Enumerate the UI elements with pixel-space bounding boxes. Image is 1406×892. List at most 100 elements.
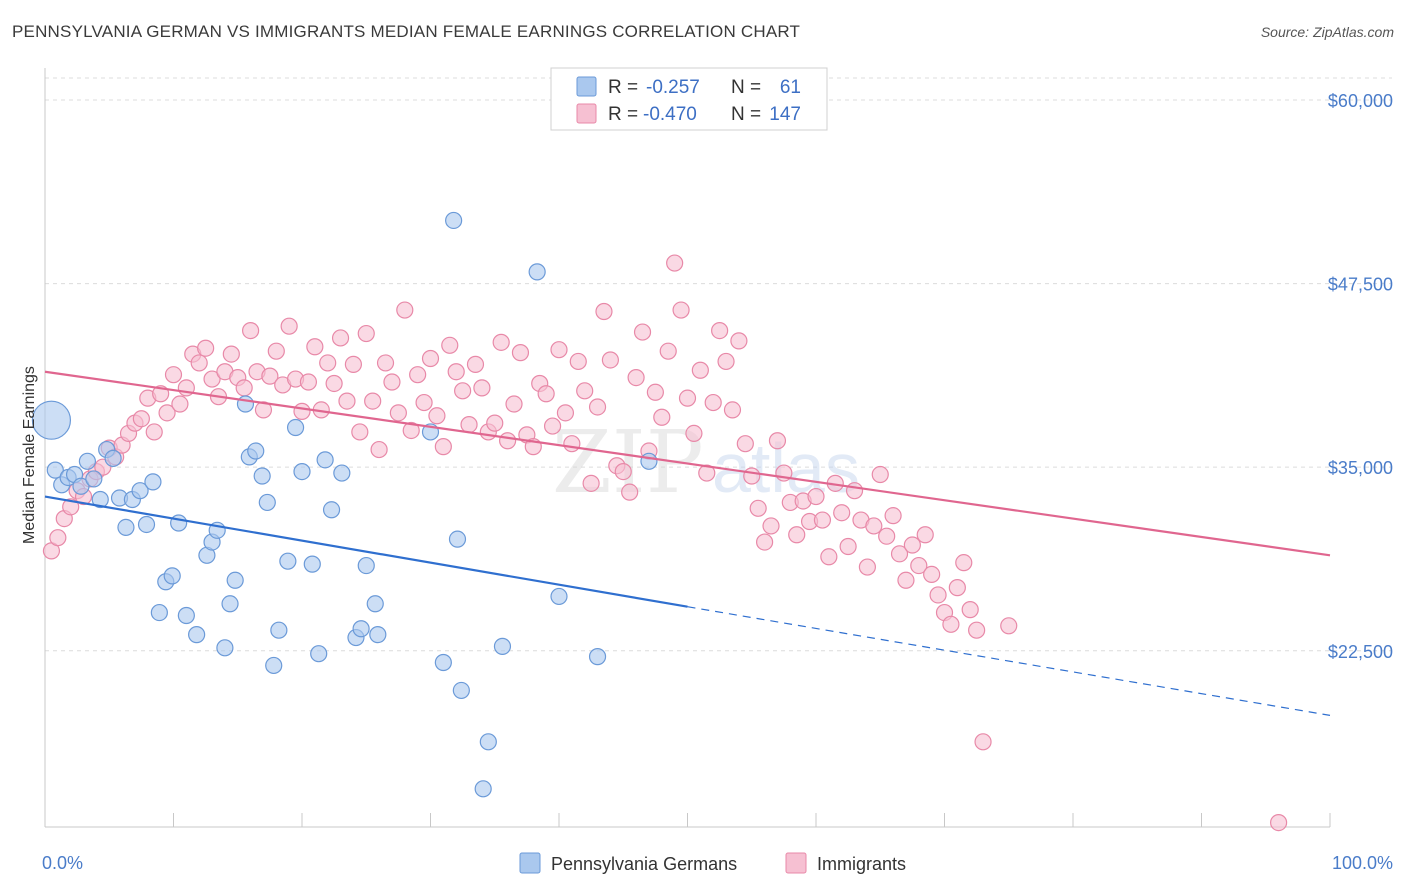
data-point — [698, 464, 716, 482]
data-point — [755, 533, 774, 551]
data-point — [331, 329, 350, 347]
data-point — [511, 344, 530, 362]
data-point — [474, 780, 492, 798]
data-point — [261, 367, 279, 385]
data-point — [820, 548, 838, 566]
data-point — [279, 552, 297, 570]
data-point — [267, 342, 285, 360]
series-immigrants — [42, 254, 1288, 832]
data-point — [493, 637, 512, 655]
data-point — [216, 639, 234, 657]
data-point — [646, 383, 664, 401]
data-point — [177, 606, 195, 625]
data-point — [293, 462, 311, 481]
data-point — [396, 301, 414, 319]
data-point — [376, 354, 395, 372]
data-point — [369, 626, 387, 644]
data-point — [948, 579, 966, 597]
data-point — [222, 345, 240, 363]
chart-title: PENNSYLVANIA GERMAN VS IMMIGRANTS MEDIAN… — [12, 22, 801, 41]
data-point — [528, 263, 546, 281]
data-point — [897, 571, 915, 589]
y-tick-label: $22,500 — [1328, 642, 1393, 662]
data-point — [768, 432, 787, 450]
data-point — [357, 324, 375, 343]
legend-bottom-swatch-blue — [519, 852, 541, 874]
trend-line-pennsylvania-germans — [44, 495, 688, 608]
trend-lines — [44, 370, 1331, 716]
legend-r-label: R = — [608, 104, 638, 125]
data-point — [383, 373, 401, 391]
legend-swatch-pink — [576, 103, 597, 124]
data-point — [550, 587, 568, 606]
data-point — [871, 465, 889, 484]
data-point — [903, 536, 921, 554]
legend-r-label: R = — [608, 77, 638, 98]
x-tick-label: 0.0% — [42, 853, 83, 873]
legend-box — [550, 67, 828, 131]
source-label: Source: — [1260, 24, 1310, 40]
data-point — [569, 352, 587, 371]
data-point — [402, 421, 420, 440]
data-point — [441, 336, 459, 354]
data-point — [691, 361, 709, 379]
data-point — [845, 482, 864, 500]
legend-r-value: -0.257 — [646, 77, 700, 98]
data-point — [961, 601, 979, 619]
data-point — [685, 424, 703, 443]
legend-bottom-label: Pennsylvania Germans — [551, 854, 737, 874]
data-point — [150, 603, 168, 622]
data-point — [370, 440, 388, 459]
legend-n-label: N = — [731, 104, 761, 125]
data-point — [338, 392, 356, 410]
data-point — [293, 402, 311, 420]
data-point — [614, 462, 632, 481]
data-point — [576, 382, 594, 400]
data-point — [415, 393, 433, 412]
data-point — [955, 554, 973, 572]
data-point — [762, 517, 780, 535]
data-point — [316, 451, 334, 469]
legend-swatch-blue — [576, 76, 597, 97]
data-point — [666, 254, 684, 272]
data-point — [807, 487, 825, 506]
data-point — [78, 452, 97, 470]
data-point — [203, 370, 221, 388]
legend-bottom-swatch-pink — [785, 852, 807, 874]
data-point — [916, 526, 934, 544]
data-point — [158, 404, 176, 422]
data-point — [865, 517, 883, 535]
data-point — [137, 515, 156, 534]
data-point — [499, 432, 517, 450]
data-point — [454, 382, 472, 400]
data-point — [588, 648, 607, 666]
data-point — [813, 511, 832, 529]
source-value: ZipAtlas.com — [1313, 24, 1394, 40]
legend-r-value: -0.470 — [643, 104, 697, 125]
data-point — [588, 398, 607, 416]
y-axis-label: Median Female Earnings — [21, 366, 38, 544]
data-point — [303, 555, 321, 573]
data-point — [447, 363, 465, 381]
data-point — [310, 645, 328, 663]
data-point — [434, 653, 452, 672]
data-point — [672, 301, 690, 319]
data-point — [640, 452, 658, 470]
data-point — [286, 418, 305, 437]
data-point — [325, 374, 343, 393]
data-point — [659, 342, 677, 360]
data-point — [910, 556, 928, 575]
data-point — [582, 474, 600, 492]
data-point — [247, 442, 265, 460]
data-point — [265, 656, 283, 675]
data-point — [601, 351, 620, 369]
data-point — [85, 470, 103, 488]
data-point — [711, 322, 729, 340]
data-point — [537, 385, 555, 403]
data-point — [884, 507, 902, 525]
data-point — [704, 393, 722, 412]
data-point — [258, 493, 276, 512]
data-point — [62, 498, 80, 516]
x-tick-label: 100.0% — [1332, 853, 1393, 873]
